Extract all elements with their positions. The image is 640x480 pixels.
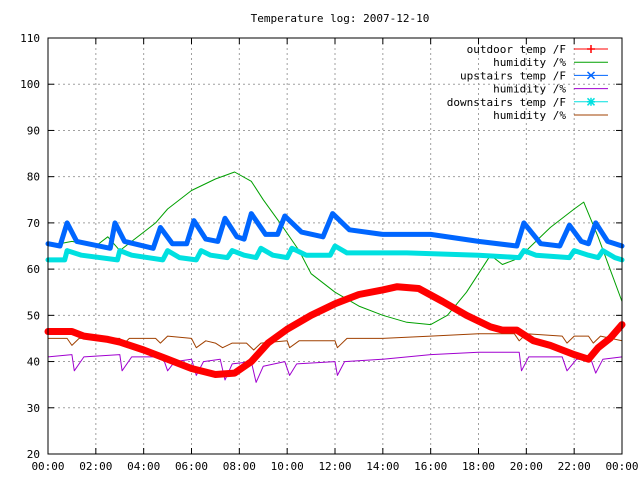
x-tick-label: 10:00 — [271, 460, 304, 473]
x-tick-label: 20:00 — [510, 460, 543, 473]
y-tick-label: 20 — [27, 448, 40, 461]
chart-title: Temperature log: 2007-12-10 — [251, 12, 430, 25]
y-tick-label: 40 — [27, 356, 40, 369]
legend-label: downstairs temp /F — [447, 96, 566, 109]
legend-label: humidity /% — [493, 56, 566, 69]
x-tick-label: 08:00 — [223, 460, 256, 473]
series-line-2 — [45, 211, 625, 251]
y-tick-label: 90 — [27, 124, 40, 137]
x-tick-label: 00:00 — [605, 460, 638, 473]
series-line-3 — [47, 351, 623, 383]
series-lines — [44, 171, 626, 383]
x-axis-ticks: 00:00 02:00 04:00 06:00 08:00 10:00 12:00 14:00… — [31, 38, 639, 473]
x-tick-label: 18:00 — [462, 460, 495, 473]
legend-label: humidity /% — [493, 109, 566, 122]
y-tick-label: 80 — [27, 171, 40, 184]
y-tick-label: 100 — [20, 78, 40, 91]
x-tick-label: 12:00 — [318, 460, 351, 473]
legend-marker — [586, 71, 596, 80]
y-tick-label: 110 — [20, 32, 40, 45]
x-tick-label: 16:00 — [414, 460, 447, 473]
y-tick-label: 70 — [27, 217, 40, 230]
legend-label: humidity /% — [493, 83, 566, 96]
x-tick-label: 06:00 — [175, 460, 208, 473]
y-tick-label: 60 — [27, 263, 40, 276]
x-tick-label: 00:00 — [31, 460, 64, 473]
x-tick-label: 14:00 — [366, 460, 399, 473]
y-tick-label: 50 — [27, 309, 40, 322]
x-tick-label: 02:00 — [79, 460, 112, 473]
plot-frame — [47, 37, 623, 455]
series-line-0 — [44, 283, 626, 378]
x-tick-label: 22:00 — [558, 460, 591, 473]
x-tick-label: 04:00 — [127, 460, 160, 473]
legend-marker — [586, 97, 596, 106]
legend-label: upstairs temp /F — [460, 69, 566, 82]
series-line-4 — [45, 243, 625, 263]
legend-label: outdoor temp /F — [467, 43, 566, 56]
y-axis-ticks: 20 30 40 50 60 70 80 90 100 110 — [20, 32, 622, 461]
y-tick-label: 30 — [27, 402, 40, 415]
